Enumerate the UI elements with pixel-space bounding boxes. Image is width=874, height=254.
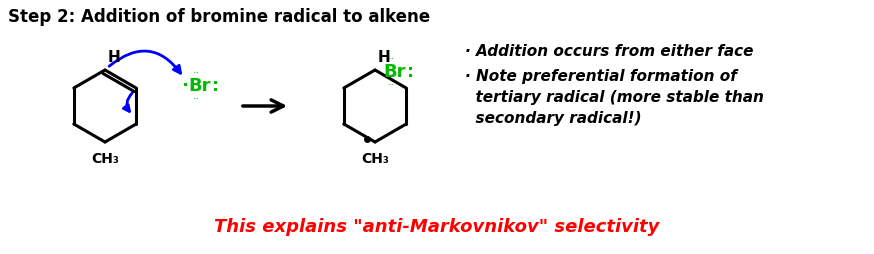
Text: This explains "anti-Markovnikov" selectivity: This explains "anti-Markovnikov" selecti… [214,218,660,236]
FancyArrowPatch shape [109,51,181,73]
Text: ·: · [181,77,188,95]
Text: Step 2: Addition of bromine radical to alkene: Step 2: Addition of bromine radical to a… [8,8,430,26]
Text: ··: ·· [192,94,199,104]
Text: CH₃: CH₃ [361,152,389,166]
Text: · Note preferential formation of
  tertiary radical (more stable than
  secondar: · Note preferential formation of tertiar… [465,69,764,126]
Text: Br: Br [383,63,406,81]
Text: H: H [108,50,121,65]
Text: ··: ·· [387,80,395,90]
Text: · Addition occurs from either face: · Addition occurs from either face [465,44,753,59]
Text: ··: ·· [387,54,395,64]
FancyArrowPatch shape [123,93,132,112]
Text: :: : [212,77,219,95]
Text: ··: ·· [192,68,199,78]
Text: Br: Br [188,77,211,95]
Text: CH₃: CH₃ [91,152,119,166]
Text: H: H [378,50,391,65]
Text: :: : [407,63,414,81]
